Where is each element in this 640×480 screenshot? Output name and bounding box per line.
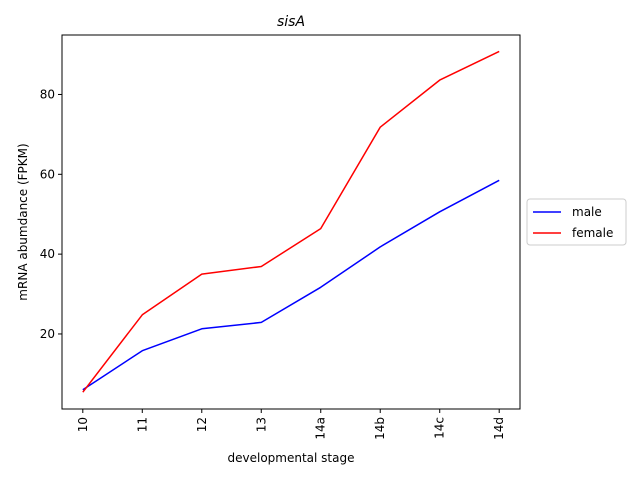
plot-area	[61, 34, 521, 410]
series-line-female	[82, 50, 500, 393]
y-axis-label: mRNA abumdance (FPKM)	[16, 143, 30, 300]
series-line-male	[82, 179, 500, 391]
x-tick-label: 14a	[314, 417, 328, 440]
y-tick-label: 40	[40, 247, 55, 261]
x-tick-label: 13	[254, 417, 268, 432]
legend: male female	[526, 198, 627, 246]
x-axis-label: developmental stage	[228, 451, 355, 465]
y-tick-label: 20	[40, 327, 55, 341]
y-axis: 20 40 60 80	[40, 87, 62, 341]
legend-label-male: male	[572, 205, 602, 219]
x-tick-label: 10	[76, 417, 90, 432]
x-tick-label: 14d	[492, 417, 506, 440]
x-tick-label: 14b	[373, 417, 387, 440]
y-tick-label: 60	[40, 167, 55, 181]
x-axis: 10 11 12 13 14a 14b 14c 14d	[76, 409, 506, 440]
x-tick-label: 11	[135, 417, 149, 432]
x-tick-label: 14c	[433, 417, 447, 439]
series-lines	[82, 50, 500, 393]
x-tick-label: 12	[195, 417, 209, 432]
legend-label-female: female	[572, 226, 613, 240]
y-tick-label: 80	[40, 87, 55, 101]
chart-title: sisA	[277, 14, 305, 30]
